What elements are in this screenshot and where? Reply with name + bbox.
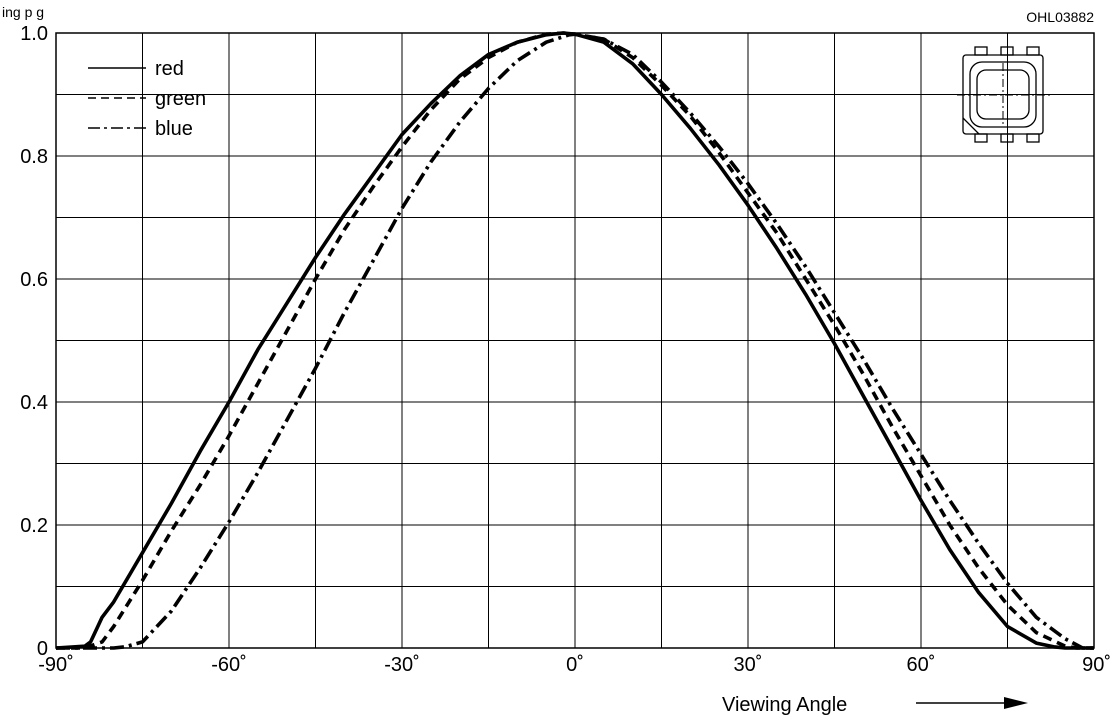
x-tick-label: 0˚ bbox=[566, 654, 584, 676]
y-tick-label: 0.2 bbox=[20, 515, 48, 537]
x-tick-label: -90˚ bbox=[38, 654, 74, 676]
y-tick-label: 0 bbox=[37, 638, 48, 660]
x-tick-label: 60˚ bbox=[907, 654, 936, 676]
icon-pad bbox=[1026, 133, 1040, 143]
grid bbox=[55, 32, 1095, 649]
icon-pad bbox=[1026, 46, 1040, 56]
icon-corner-mark bbox=[962, 117, 980, 135]
icon-pad bbox=[974, 46, 988, 56]
y-tick-label: 0.4 bbox=[20, 392, 48, 414]
legend-label-green: green bbox=[155, 88, 206, 110]
x-axis-label: Viewing Angle bbox=[722, 694, 847, 716]
legend-label-red: red bbox=[155, 58, 184, 80]
chart-code-label: OHL03882 bbox=[1026, 9, 1094, 25]
y-tick-label: 0.8 bbox=[20, 146, 48, 168]
legend-label-blue: blue bbox=[155, 118, 193, 140]
header-text: ing p g bbox=[2, 4, 44, 20]
x-tick-label: 30˚ bbox=[734, 654, 763, 676]
y-tick-label: 0.6 bbox=[20, 269, 48, 291]
x-tick-label: -30˚ bbox=[384, 654, 420, 676]
series-line-blue bbox=[56, 32, 1094, 650]
legend: red green blue bbox=[88, 58, 206, 140]
series-group bbox=[55, 31, 1094, 650]
x-axis-arrow-head bbox=[1004, 697, 1028, 709]
x-tick-label: -60˚ bbox=[211, 654, 247, 676]
icon-pad bbox=[974, 133, 988, 143]
x-tick-label: 90˚ bbox=[1082, 654, 1111, 676]
axes: 0 0.2 0.4 0.6 0.8 1.0 -90˚ -60˚ -30˚ 0˚ 30˚ 60˚ 90˚ V… bbox=[20, 23, 1111, 716]
y-tick-label: 1.0 bbox=[20, 23, 48, 45]
led-package-icon bbox=[957, 46, 1050, 143]
